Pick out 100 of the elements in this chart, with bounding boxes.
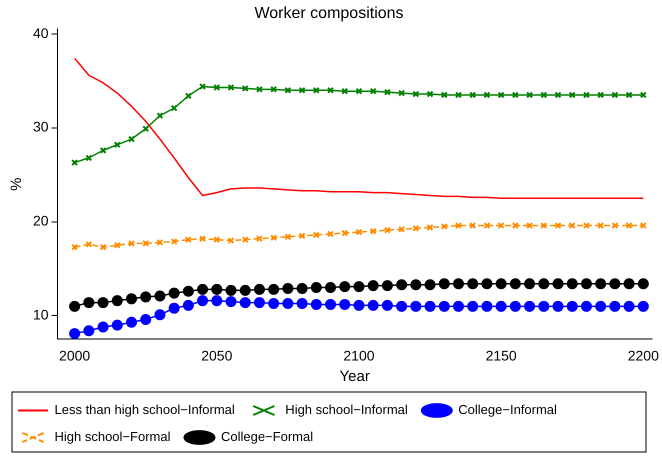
point <box>112 295 123 306</box>
point <box>254 297 265 308</box>
point <box>467 278 478 290</box>
point <box>438 300 450 312</box>
point <box>83 297 94 308</box>
point <box>582 91 590 98</box>
legend-label: High school−Formal <box>54 429 171 444</box>
point <box>538 278 550 290</box>
point <box>512 91 519 98</box>
point <box>481 300 492 312</box>
x-tick-label: 2150 <box>486 347 517 364</box>
point <box>638 278 649 290</box>
point <box>469 91 476 98</box>
point <box>270 86 278 93</box>
point <box>496 278 507 290</box>
point <box>554 222 562 230</box>
x-tick-label: 2100 <box>343 347 375 364</box>
point <box>424 300 436 312</box>
point <box>580 278 592 290</box>
point <box>396 279 408 290</box>
point <box>213 84 220 91</box>
point <box>140 314 152 325</box>
point <box>142 125 150 132</box>
point <box>69 328 80 340</box>
point <box>199 83 206 90</box>
point <box>368 300 379 311</box>
point <box>455 91 462 98</box>
point <box>154 309 166 320</box>
point <box>128 240 135 247</box>
point <box>282 282 294 294</box>
point <box>582 222 590 230</box>
point <box>595 278 606 290</box>
point <box>182 286 194 297</box>
point <box>341 88 348 95</box>
point <box>540 222 548 230</box>
point <box>325 298 336 310</box>
point <box>566 278 578 290</box>
point <box>481 278 492 290</box>
point <box>327 230 334 238</box>
point <box>197 284 208 295</box>
point <box>100 244 107 251</box>
point <box>325 282 336 294</box>
point <box>611 91 618 98</box>
point <box>71 244 78 251</box>
point <box>296 298 308 310</box>
point <box>256 235 263 242</box>
point <box>452 278 464 290</box>
point <box>382 280 393 292</box>
point <box>339 281 350 292</box>
point <box>126 316 137 328</box>
point <box>310 298 322 310</box>
chart-title: Worker compositions <box>254 5 404 22</box>
y-axis-title: % <box>8 178 26 191</box>
point <box>540 91 548 98</box>
point <box>256 86 263 93</box>
point <box>597 222 604 230</box>
point <box>609 278 620 290</box>
point <box>568 91 576 98</box>
point <box>312 86 320 94</box>
point <box>426 90 434 98</box>
point <box>410 300 422 312</box>
point <box>370 228 377 235</box>
point <box>384 88 391 96</box>
point <box>211 284 222 295</box>
point <box>595 300 606 312</box>
point <box>213 236 220 244</box>
legend-label: Less than high school−Informal <box>54 402 235 418</box>
point <box>142 240 150 247</box>
point <box>240 284 251 296</box>
point <box>312 231 320 238</box>
point <box>168 288 180 299</box>
point <box>268 298 280 310</box>
point <box>228 84 234 91</box>
point <box>254 284 265 295</box>
y-tick-label: 10 <box>32 306 49 323</box>
point <box>156 112 164 120</box>
point <box>327 86 334 94</box>
point <box>426 224 434 231</box>
point <box>640 222 647 230</box>
point <box>552 278 564 290</box>
point <box>226 296 237 308</box>
point <box>624 300 635 312</box>
point <box>98 321 109 332</box>
x-tick-label: 2000 <box>59 347 90 364</box>
point <box>440 91 448 98</box>
point <box>440 223 448 230</box>
point <box>609 300 620 312</box>
point <box>112 320 123 331</box>
point <box>197 295 208 306</box>
legend-label: High school−Informal <box>285 402 408 418</box>
point <box>356 228 362 236</box>
point <box>624 278 635 290</box>
point <box>467 300 478 312</box>
point <box>524 278 536 290</box>
point <box>452 300 464 312</box>
point <box>240 297 251 308</box>
point <box>211 295 222 306</box>
point <box>184 236 192 244</box>
point <box>469 222 476 230</box>
point <box>455 222 462 230</box>
